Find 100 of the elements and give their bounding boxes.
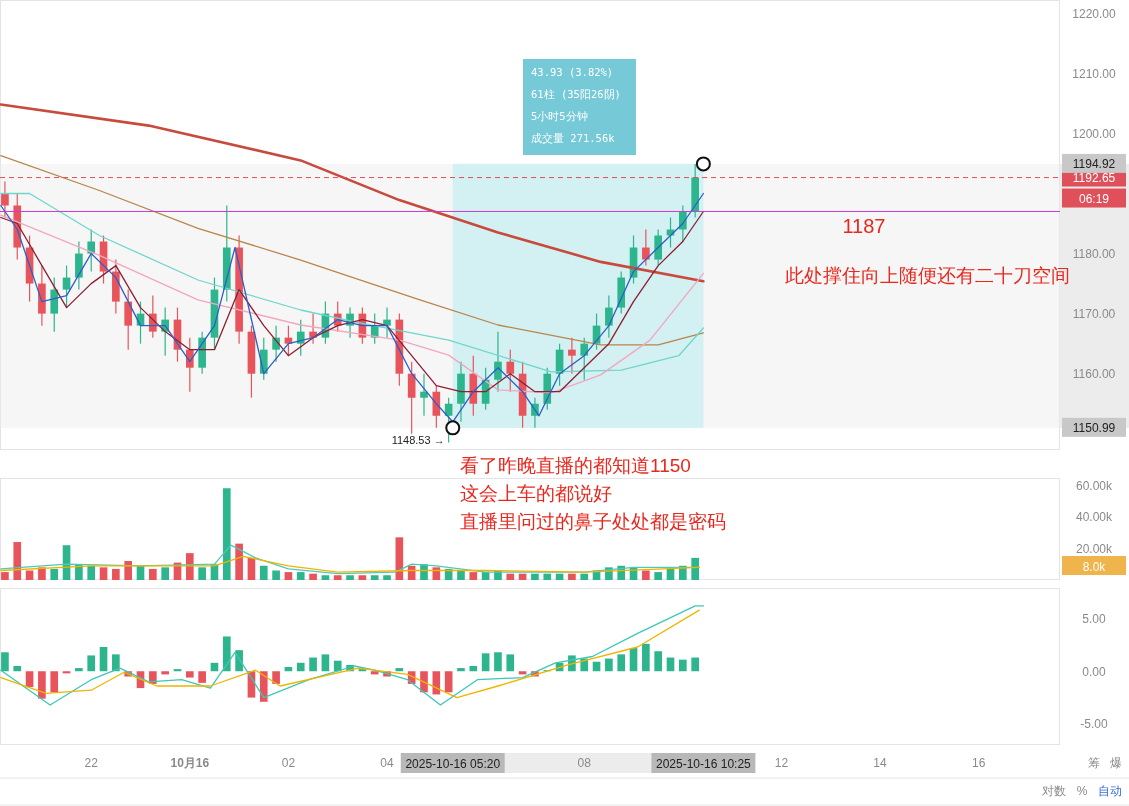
ref-line-label: 1187 [842,215,886,238]
text: 看了昨晚直播的都知道1150 [460,455,691,476]
bar [99,647,108,672]
bar [654,572,663,580]
bar [112,654,120,672]
candlestick [420,373,428,417]
annotation: 这会上车的都说好 [460,483,612,504]
bar [124,561,133,580]
y-tick-label: 20.00k [1075,541,1114,556]
y-tick-label: -5.00 [1080,717,1108,732]
y-tick-label: 0.00 [1082,664,1106,679]
bar [161,671,169,675]
candlestick [296,319,305,357]
bar [1,652,9,672]
bar [75,668,83,672]
text: 对数 [1042,784,1066,798]
bar [444,671,453,693]
bar [568,573,576,580]
candlestick [87,228,96,273]
x-tick-label: 08 [577,756,592,770]
bar [333,575,342,580]
bar [346,575,354,580]
bar [296,572,305,580]
bar [309,657,317,672]
y-tick-label: 1210.00 [1072,66,1117,81]
candlestick [506,349,515,393]
y-tick-label: 1160.00 [1072,367,1116,382]
y-tick-label: 1170.00 [1072,307,1116,322]
x-tick-label: 12 [774,756,789,770]
line-series [0,103,705,283]
x-tick-label: 02 [281,756,296,770]
annotation: 此处撑住向上随便还有二十刀空间 [785,265,1070,286]
bar [309,573,317,580]
bar [149,568,157,580]
text: 1194.92 [1072,157,1116,172]
bar [13,665,22,672]
candlestick [185,337,194,393]
text: 爆 [1110,756,1122,770]
bar [13,542,22,580]
bar [38,671,46,699]
bar [370,671,379,675]
candlestick [62,264,71,309]
bar [272,570,280,580]
candlestick [1,180,9,219]
bar [469,665,478,672]
annotation: 43.93 (3.82%) [531,66,614,78]
x-tick-label: 10月16 [170,756,210,770]
bar [333,660,342,672]
annotation: 成交量 271.56k [531,132,616,144]
text: 自动 [1098,784,1122,798]
bar [506,654,515,672]
annotation: 1148.53 → [391,433,445,446]
text: 8.0k [1082,559,1107,574]
bar [136,565,145,580]
bar [531,573,539,580]
bar [383,575,391,580]
line-series [0,192,705,373]
bar [358,575,367,580]
bar [222,488,231,580]
candlestick [580,337,589,381]
candlestick [605,294,613,339]
y-tick-label: 1200.00 [1072,126,1117,141]
bar [1,572,9,580]
y-tick-label: 60.00k [1075,478,1114,493]
bar [420,671,428,693]
bar [198,567,206,580]
y-tick-label: 1220.00 [1072,6,1117,21]
bar [580,573,589,580]
bar [469,572,478,580]
bar [87,565,96,580]
bar [679,659,687,672]
bar [259,565,268,580]
candlestick [272,325,280,363]
bar [235,543,243,580]
x-tick-label: 14 [873,756,888,770]
annotation: 直播里问过的鼻子处处都是密码 [460,511,726,532]
bar [457,570,465,580]
bar [50,671,59,693]
line-series [0,555,700,573]
bar [87,655,96,672]
bar [370,575,379,580]
bar [543,573,552,580]
bar [198,671,206,683]
bar [642,643,650,672]
bar [321,654,330,672]
bar [605,658,613,672]
x-tick-label: 22 [84,756,99,770]
bar [38,567,46,580]
line-series [0,154,705,346]
bar [481,653,490,672]
bar [50,568,59,580]
bar [642,570,650,580]
bar [617,654,626,672]
y-tick-label: 40.00k [1075,510,1114,525]
candlestick [642,228,650,267]
bar [321,575,330,580]
candlestick [568,337,576,375]
bar [99,567,108,580]
bar [691,557,699,580]
text: 1150.99 [1072,421,1116,436]
